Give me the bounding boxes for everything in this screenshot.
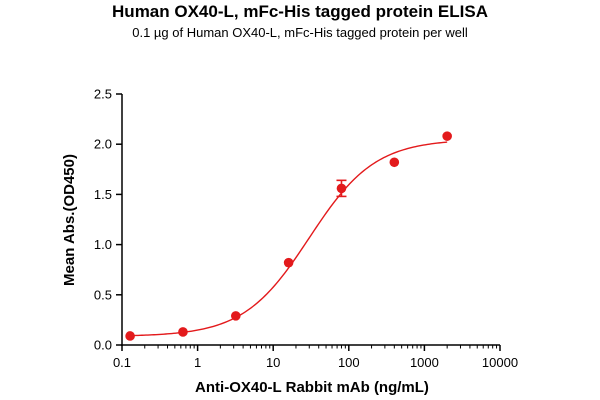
y-tick-label: 1.5 — [94, 187, 112, 202]
data-point — [336, 183, 347, 194]
y-tick-label: 0.5 — [94, 287, 112, 302]
chart-title: Human OX40-L, mFc-His tagged protein ELI… — [112, 2, 488, 21]
chart-subtitle: 0.1 µg of Human OX40-L, mFc-His tagged p… — [132, 25, 468, 40]
x-tick-label: 100 — [338, 355, 360, 370]
y-tick-label: 0.0 — [94, 338, 112, 353]
x-tick-label: 10000 — [482, 355, 518, 370]
x-tick-label: 1 — [194, 355, 201, 370]
x-tick-label: 10 — [266, 355, 280, 370]
x-tick-label: 0.1 — [113, 355, 131, 370]
y-tick-label: 2.0 — [94, 137, 112, 152]
data-point — [178, 327, 188, 337]
data-point — [283, 257, 294, 268]
x-axis-label: Anti-OX40-L Rabbit mAb (ng/mL) — [195, 379, 429, 396]
data-point — [125, 331, 135, 341]
data-point — [442, 131, 452, 141]
data-point — [230, 311, 241, 321]
x-tick-label: 1000 — [410, 355, 439, 370]
fit-curve — [130, 141, 448, 337]
y-axis-label: Mean Abs.(OD450) — [61, 154, 78, 286]
y-tick-label: 1.0 — [94, 237, 112, 252]
y-tick-label: 2.5 — [94, 87, 112, 102]
data-point — [389, 157, 400, 168]
